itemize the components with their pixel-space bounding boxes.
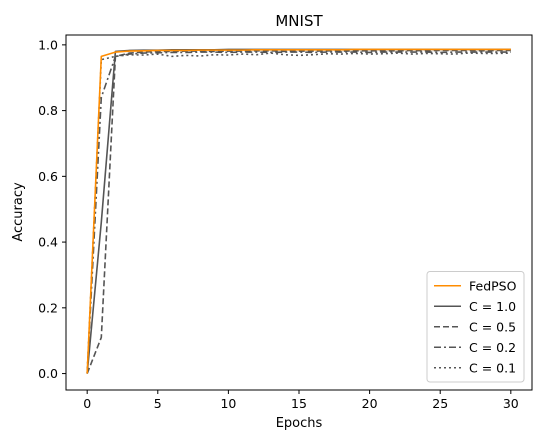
series-line-0 bbox=[86, 48, 511, 374]
series-line-3 bbox=[86, 51, 511, 374]
plot-lines bbox=[86, 48, 511, 374]
x-tick-label: 25 bbox=[432, 396, 448, 411]
legend: FedPSO C = 1.0 C = 0.5 C = 0.2 C = 0.1 bbox=[426, 271, 525, 383]
y-tick-label: 0.4 bbox=[38, 235, 58, 250]
legend-entry-label: C = 0.1 bbox=[469, 360, 516, 375]
legend-entry-label: C = 0.2 bbox=[469, 340, 516, 355]
y-tick-label: 1.0 bbox=[38, 37, 58, 52]
x-tick-label: 0 bbox=[83, 396, 91, 411]
x-tick-label: 10 bbox=[220, 396, 236, 411]
x-tick-label: 30 bbox=[503, 396, 519, 411]
y-tick-label: 0.6 bbox=[38, 169, 58, 184]
series-line-4 bbox=[86, 52, 511, 374]
series-line-2 bbox=[86, 49, 511, 374]
x-tick-label: 15 bbox=[291, 396, 307, 411]
chart-title: MNIST bbox=[275, 12, 323, 30]
y-tick-label: 0.0 bbox=[38, 366, 58, 381]
y-tick-label: 0.2 bbox=[38, 300, 58, 315]
y-axis-ticks: 0.0 0.2 0.4 0.6 0.8 1.0 bbox=[38, 37, 66, 381]
x-axis-ticks: 0 5 10 15 20 25 30 bbox=[83, 390, 519, 411]
y-tick-label: 0.8 bbox=[38, 103, 58, 118]
legend-entry-label: C = 1.0 bbox=[469, 299, 516, 314]
x-tick-label: 5 bbox=[154, 396, 162, 411]
y-axis-label: Accuracy bbox=[11, 182, 26, 242]
x-tick-label: 20 bbox=[362, 396, 378, 411]
legend-box bbox=[426, 271, 525, 383]
legend-entry-label: FedPSO bbox=[469, 278, 517, 293]
x-axis-label: Epochs bbox=[276, 416, 323, 431]
legend-entry-label: C = 0.5 bbox=[469, 319, 516, 334]
